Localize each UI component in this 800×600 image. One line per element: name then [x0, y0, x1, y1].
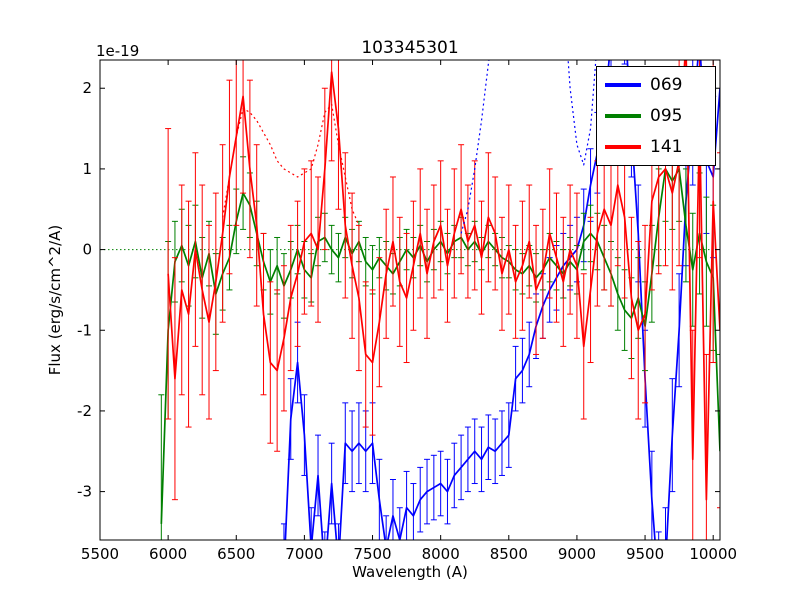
y-tick-label: 1	[82, 160, 92, 178]
y-axis-label: Flux (erg/s/cm^2/A)	[46, 224, 64, 376]
legend-entry-141: 141	[605, 134, 707, 160]
legend-line-sample	[605, 83, 641, 87]
y-tick-label: -1	[77, 321, 92, 339]
x-tick-label: 7000	[285, 545, 323, 563]
x-tick-label: 8500	[490, 545, 528, 563]
legend-entry-069: 069	[605, 72, 707, 98]
y-tick-label: 2	[82, 79, 92, 97]
series-141	[165, 60, 720, 540]
series-069-noise-a	[460, 60, 490, 234]
y-tick-label: -2	[77, 402, 92, 420]
legend-entry-095: 095	[605, 103, 707, 129]
y-tick-label: 0	[82, 241, 92, 259]
y-axis-offset-label: 1e-19	[96, 42, 140, 60]
legend-label: 141	[650, 136, 683, 157]
x-tick-label: 9500	[626, 545, 664, 563]
x-tick-label: 6500	[217, 545, 255, 563]
x-tick-label: 8000	[422, 545, 460, 563]
series-069-noise-b	[567, 60, 597, 166]
legend-label: 095	[650, 105, 683, 126]
x-tick-label: 7500	[353, 545, 391, 563]
legend-line-sample	[605, 145, 641, 149]
x-tick-label: 10000	[689, 545, 737, 563]
x-tick-label: 5500	[81, 545, 119, 563]
plot-title: 103345301	[361, 38, 459, 58]
legend-line-sample	[605, 114, 641, 118]
axes-frame	[99, 59, 721, 541]
y-tick-label: -3	[77, 483, 92, 501]
legend-label: 069	[650, 74, 683, 95]
x-tick-label: 9000	[558, 545, 596, 563]
legend: 069 095 141	[596, 66, 716, 166]
plot-series	[100, 60, 720, 540]
x-tick-label: 6000	[149, 545, 187, 563]
x-axis-label: Wavelength (A)	[352, 563, 468, 581]
